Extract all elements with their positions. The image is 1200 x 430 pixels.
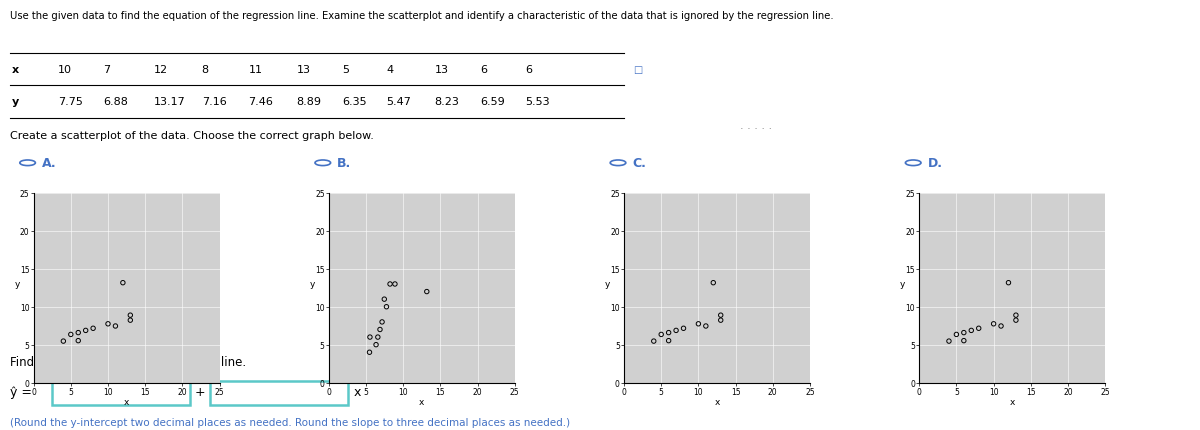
Text: 11: 11 xyxy=(248,65,263,75)
Y-axis label: y: y xyxy=(14,279,19,288)
Point xyxy=(374,296,394,303)
Point xyxy=(360,334,379,341)
Point xyxy=(380,281,400,288)
Text: x: x xyxy=(12,65,19,75)
Point xyxy=(954,338,973,344)
Text: +: + xyxy=(194,385,205,398)
Text: 5.53: 5.53 xyxy=(526,97,551,107)
Text: 13.17: 13.17 xyxy=(154,97,185,107)
X-axis label: x: x xyxy=(124,397,130,406)
Point xyxy=(68,338,88,344)
Text: 8.89: 8.89 xyxy=(296,97,322,107)
Point xyxy=(659,338,678,344)
Point xyxy=(368,334,388,341)
Text: 7: 7 xyxy=(103,65,110,75)
Text: 8.23: 8.23 xyxy=(434,97,460,107)
Text: 6.59: 6.59 xyxy=(480,97,505,107)
X-axis label: x: x xyxy=(1009,397,1015,406)
Point xyxy=(68,329,88,336)
Point xyxy=(954,329,973,336)
Point xyxy=(76,327,95,334)
Text: · · · · ·: · · · · · xyxy=(740,124,772,134)
Text: 7.75: 7.75 xyxy=(58,97,83,107)
Text: x: x xyxy=(354,385,361,398)
Y-axis label: y: y xyxy=(310,279,314,288)
Y-axis label: y: y xyxy=(900,279,905,288)
Point xyxy=(940,338,959,345)
Point xyxy=(703,280,722,286)
X-axis label: x: x xyxy=(714,397,720,406)
Text: 12: 12 xyxy=(154,65,168,75)
Point xyxy=(1007,312,1026,319)
Point xyxy=(1007,317,1026,324)
Point xyxy=(54,338,73,345)
Point xyxy=(689,321,708,328)
Point xyxy=(644,338,664,345)
Point xyxy=(674,325,694,332)
Point xyxy=(984,321,1003,328)
Text: C.: C. xyxy=(632,157,647,170)
Text: 7.16: 7.16 xyxy=(202,97,227,107)
Point xyxy=(385,281,404,288)
Text: 8: 8 xyxy=(202,65,209,75)
Point xyxy=(121,312,140,319)
Text: (Round the y-intercept two decimal places as needed. Round the slope to three de: (Round the y-intercept two decimal place… xyxy=(10,417,570,427)
Text: 5: 5 xyxy=(342,65,349,75)
Text: 13: 13 xyxy=(296,65,311,75)
Point xyxy=(696,323,715,330)
Text: 6: 6 xyxy=(480,65,487,75)
Point xyxy=(360,349,379,356)
Text: 6.35: 6.35 xyxy=(342,97,367,107)
Point xyxy=(372,319,391,326)
Point xyxy=(418,289,437,295)
Point xyxy=(98,321,118,328)
Point xyxy=(991,323,1010,330)
Text: Create a scatterplot of the data. Choose the correct graph below.: Create a scatterplot of the data. Choose… xyxy=(10,131,373,141)
Text: Find the equation of the regression line.: Find the equation of the regression line… xyxy=(10,355,246,368)
Text: 7.46: 7.46 xyxy=(248,97,274,107)
Text: D.: D. xyxy=(928,157,943,170)
Text: 6: 6 xyxy=(526,65,533,75)
Point xyxy=(666,327,685,334)
Point xyxy=(106,323,125,330)
FancyBboxPatch shape xyxy=(210,381,348,405)
Point xyxy=(961,327,980,334)
Text: 10: 10 xyxy=(58,65,72,75)
Point xyxy=(377,304,396,310)
Point xyxy=(84,325,103,332)
Text: B.: B. xyxy=(337,157,352,170)
Point xyxy=(970,325,989,332)
Text: Use the given data to find the equation of the regression line. Examine the scat: Use the given data to find the equation … xyxy=(10,11,833,21)
Point xyxy=(652,331,671,338)
Point xyxy=(712,312,731,319)
Text: 4: 4 xyxy=(386,65,394,75)
Text: ŷ =: ŷ = xyxy=(10,385,31,398)
Point xyxy=(113,280,132,286)
Text: □: □ xyxy=(634,65,643,75)
Point xyxy=(121,317,140,324)
Point xyxy=(998,280,1018,286)
Text: 13: 13 xyxy=(434,65,449,75)
Point xyxy=(366,341,385,348)
Text: 5.47: 5.47 xyxy=(386,97,412,107)
Text: 6.88: 6.88 xyxy=(103,97,128,107)
Text: A.: A. xyxy=(42,157,56,170)
Y-axis label: y: y xyxy=(605,279,610,288)
X-axis label: x: x xyxy=(419,397,425,406)
FancyBboxPatch shape xyxy=(52,381,190,405)
Point xyxy=(659,329,678,336)
Point xyxy=(712,317,731,324)
Point xyxy=(947,331,966,338)
Point xyxy=(61,331,80,338)
Text: y: y xyxy=(12,97,19,107)
Point xyxy=(371,326,390,333)
